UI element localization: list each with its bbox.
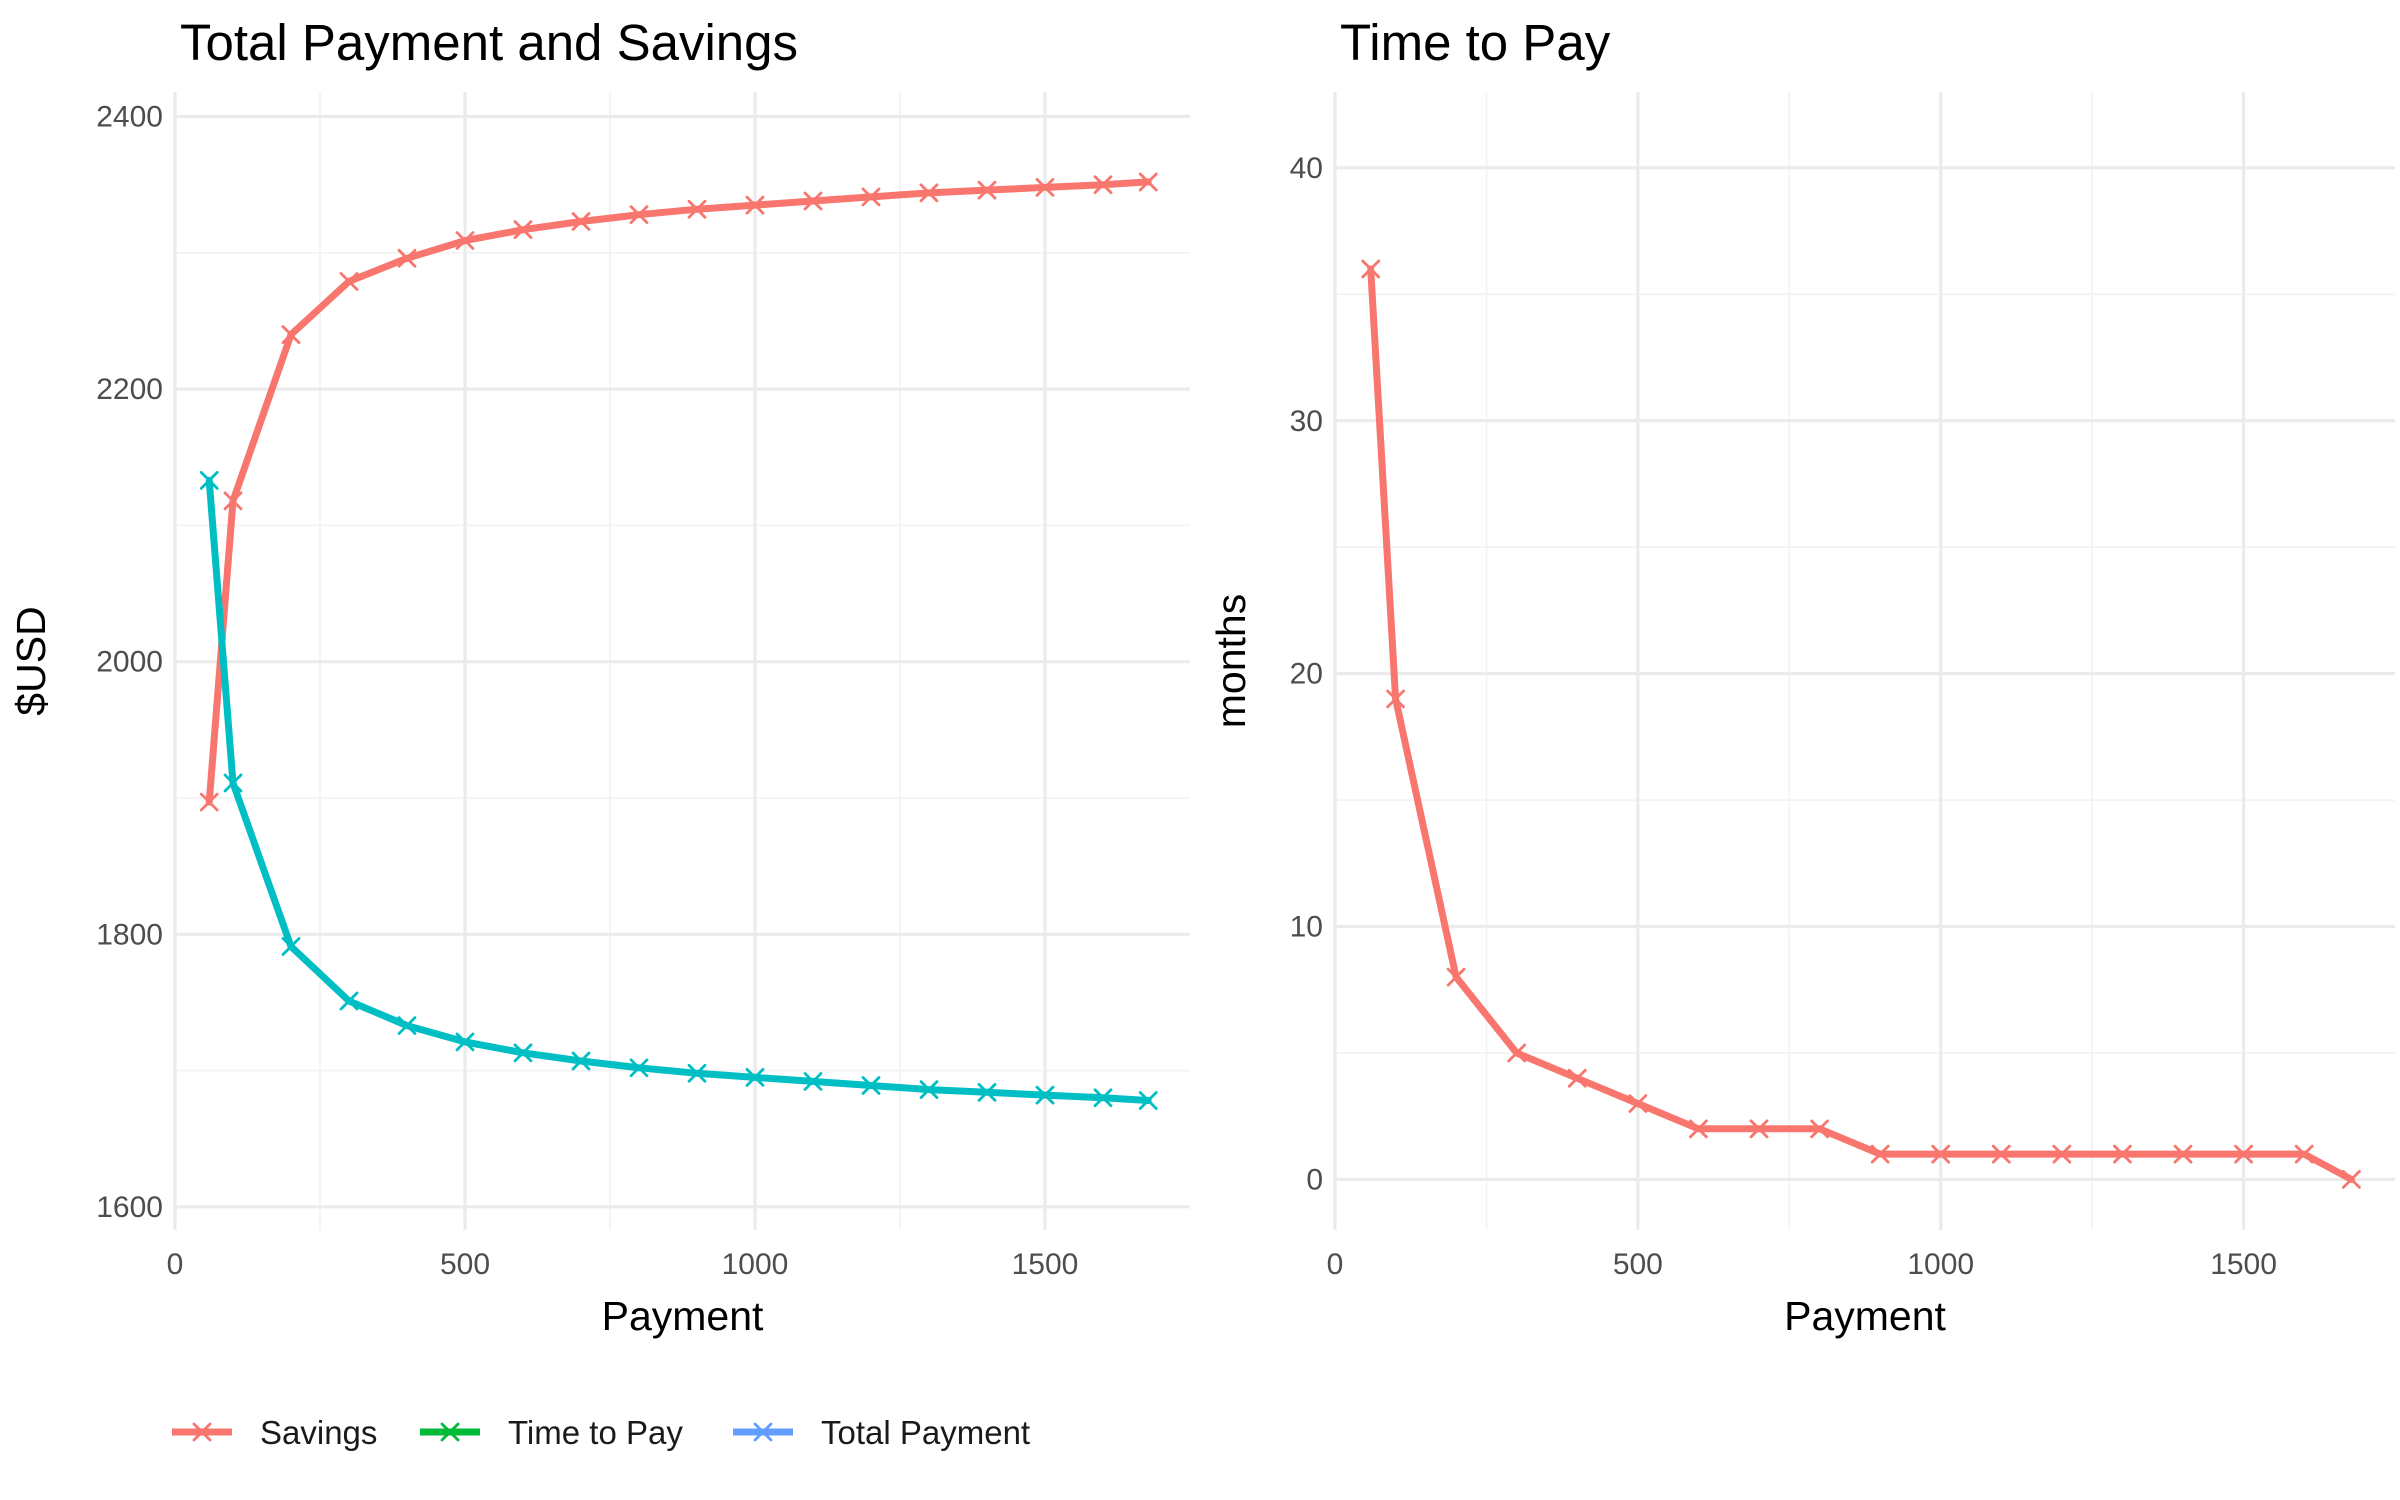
y-axis-title: $USD [8,606,54,715]
data-point [1035,1085,1055,1105]
data-point [1870,1144,1890,1164]
data-point [1507,1043,1527,1063]
legend-key-marker [440,1422,460,1442]
x-axis-title: Payment [1784,1293,1946,1339]
data-point [397,248,417,268]
data-point [199,471,219,490]
series-line [205,476,1152,1104]
data-point [2113,1144,2132,1164]
chart-title: Total Payment and Savings [180,14,798,71]
data-point [2052,1144,2072,1164]
data-point [803,191,823,211]
data-point [2341,1170,2361,1189]
data-point [629,1058,649,1078]
data-point [803,1072,823,1091]
data-point [977,1082,997,1102]
y-tick-label: 1600 [96,1191,163,1224]
y-tick-label: 2400 [96,101,163,134]
data-point [687,199,707,219]
legend-label: Total Payment [821,1414,1030,1451]
data-point [861,1076,881,1095]
data-point [281,325,301,344]
chart-title: Time to Pay [1340,14,1611,71]
y-tick-label: 20 [1290,658,1323,691]
data-point [571,1051,591,1071]
data-point [281,937,301,956]
data-point [687,1063,707,1083]
y-tick-label: 0 [1306,1163,1323,1196]
data-point [1361,259,1381,279]
x-tick-label: 1000 [722,1248,789,1281]
data-point [339,991,359,1011]
legend-label: Savings [260,1414,377,1451]
x-tick-label: 1000 [1907,1248,1974,1281]
chart-panel-2: 0 500 1000 1500 0 10 20 30 40 Time to Pay Payment m… [1208,14,2395,1339]
legend-item-total-payment: Total Payment [733,1414,1030,1451]
data-point [1446,967,1466,987]
series-total-payment [199,471,1158,1110]
legend: Savings Time to Pay Total Payment [172,1414,1030,1451]
x-axis-title: Payment [602,1293,764,1339]
y-axis-title: months [1208,594,1254,728]
data-point [455,231,475,250]
x-tick-label: 500 [1613,1248,1663,1281]
legend-key-marker [192,1422,212,1442]
data-point [1810,1119,1829,1139]
x-tick-label: 1500 [2210,1248,2277,1281]
series-savings [199,172,1158,812]
data-point [1138,172,1158,192]
data-point [1749,1119,1769,1139]
series-line [205,178,1152,806]
data-point [745,1067,765,1087]
data-point [223,491,243,511]
data-point [745,195,765,215]
chart-panel-1: 0 500 1000 1500 1600 1800 2000 2200 2400 Total Pa… [8,14,1190,1339]
y-tick-label: 30 [1290,405,1323,438]
y-tick-label: 2000 [96,646,163,679]
x-tick-label: 1500 [1012,1248,1079,1281]
data-point [1567,1068,1587,1088]
data-point [1093,175,1113,195]
data-point [2294,1144,2314,1164]
data-point [339,272,359,291]
data-point [861,187,881,207]
data-point [1991,1144,2011,1164]
data-point [629,205,649,225]
data-point [571,212,591,231]
legend-item-time-to-pay: Time to Pay [420,1414,683,1451]
data-point [977,180,997,200]
data-point [199,792,219,812]
series-time-to-pay [1361,259,2361,1189]
x-tick-label: 500 [440,1248,490,1281]
data-point [397,1016,417,1035]
y-tick-label: 40 [1290,152,1323,185]
data-point [919,1080,939,1100]
data-point [1931,1144,1951,1164]
data-point [1386,689,1405,709]
y-tick-label: 2200 [96,373,163,406]
data-point [2173,1144,2193,1164]
y-tick-label: 10 [1290,911,1323,944]
series-line [1367,265,2355,1183]
x-tick-label: 0 [1327,1248,1344,1281]
data-point [1138,1091,1158,1110]
legend-label: Time to Pay [508,1414,683,1451]
y-tick-label: 1800 [96,918,163,951]
data-point [513,1043,533,1063]
data-point [1628,1094,1648,1113]
data-point [513,220,533,240]
data-point [1689,1119,1708,1139]
data-point [223,773,243,793]
data-point [1093,1088,1113,1108]
data-point [1035,178,1055,197]
data-point [455,1032,475,1052]
x-tick-label: 0 [167,1248,184,1281]
data-point [919,183,939,203]
legend-item-savings: Savings [172,1414,377,1451]
data-point [2234,1144,2253,1164]
legend-key-marker [753,1422,773,1442]
